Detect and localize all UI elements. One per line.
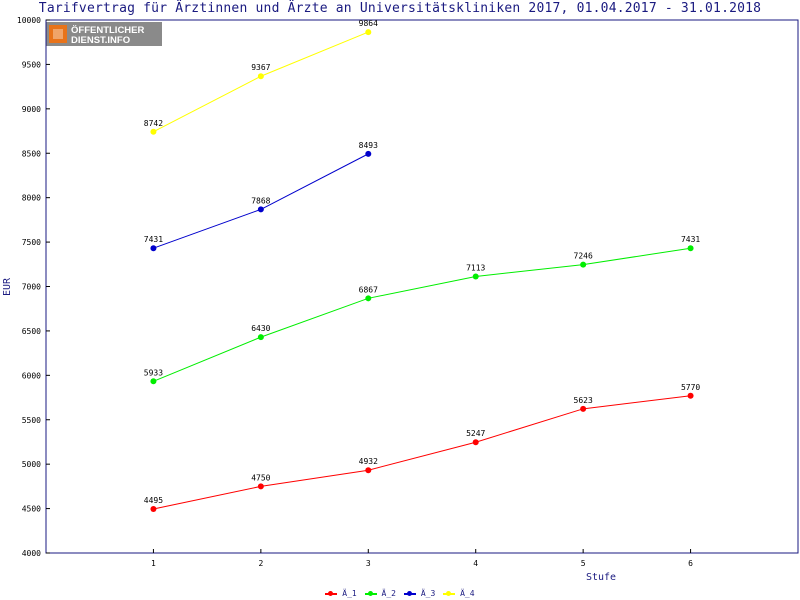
y-axis-title: EUR	[2, 277, 13, 296]
legend-item: Ä_2	[364, 589, 396, 598]
legend-item: Ä_1	[325, 589, 357, 598]
data-label: 9367	[251, 63, 270, 72]
data-point	[580, 405, 587, 412]
x-tick-label: 6	[688, 559, 693, 568]
legend-swatch	[325, 590, 338, 596]
y-tick-label: 9500	[22, 60, 41, 69]
series-line	[153, 31, 369, 133]
data-label: 7246	[574, 252, 593, 261]
x-axis-title: Stufe	[586, 572, 616, 583]
y-tick-label: 10000	[17, 16, 41, 25]
data-point	[257, 334, 264, 341]
data-point	[257, 206, 264, 213]
data-label: 7431	[144, 235, 163, 244]
data-point	[150, 128, 157, 135]
data-point	[580, 261, 587, 268]
data-label: 4750	[251, 473, 270, 482]
data-labels: 4495 4750 4932 5247 5623 5770 5933 6430 6867 7113…	[144, 19, 701, 505]
x-tick-label: 4	[473, 559, 478, 568]
data-label: 5623	[574, 396, 593, 405]
data-label: 6867	[359, 285, 378, 294]
data-label: 8493	[359, 141, 378, 150]
data-point	[150, 245, 157, 252]
series-line	[153, 247, 691, 382]
data-label: 8742	[144, 119, 163, 128]
legend-label: Ä_4	[455, 589, 475, 598]
data-point	[687, 245, 694, 252]
y-tick-label: 4500	[22, 505, 41, 514]
legend-swatch	[443, 590, 456, 596]
data-point	[257, 483, 264, 490]
data-label: 6430	[251, 324, 270, 333]
data-label: 9864	[359, 19, 378, 28]
data-point	[150, 378, 157, 385]
data-label: 4932	[359, 457, 378, 466]
y-tick-label: 8500	[22, 149, 41, 158]
data-label: 7868	[251, 196, 270, 205]
x-tick-label: 2	[258, 559, 263, 568]
legend-label: Ä_1	[337, 589, 357, 598]
logo-line1: ÖFFENTLICHER	[71, 25, 144, 36]
legend-label: Ä_2	[376, 589, 396, 598]
logo-icon	[49, 25, 67, 43]
legend-swatch	[364, 590, 377, 596]
series-line	[153, 395, 691, 510]
legend-item: Ä_4	[443, 589, 475, 598]
series-layer	[150, 29, 694, 513]
data-label: 5933	[144, 368, 163, 377]
legend-swatch	[404, 590, 416, 596]
data-label: 7431	[681, 235, 700, 244]
data-label: 4495	[144, 496, 163, 505]
logo-line2: DIENST.INFO	[71, 35, 130, 46]
data-point	[257, 73, 264, 80]
x-tick-label: 3	[366, 559, 371, 568]
data-point	[365, 150, 372, 157]
legend-label: Ä_3	[416, 589, 436, 598]
data-point	[472, 439, 479, 446]
data-label: 5770	[681, 383, 700, 392]
data-point	[365, 295, 372, 302]
data-point	[472, 273, 479, 280]
data-point	[150, 506, 157, 513]
y-tick-label: 4000	[22, 549, 41, 558]
data-label: 7113	[466, 263, 485, 272]
x-tick-label: 5	[581, 559, 586, 568]
data-point	[365, 467, 372, 474]
axes: 4000 4500 5000 5500 6000 6500 7000 7500 8000 8500…	[17, 16, 799, 568]
y-tick-label: 8000	[22, 194, 41, 203]
y-tick-label: 7000	[22, 283, 41, 292]
legend: Ä_1 Ä_2 Ä_3 Ä_4	[0, 589, 800, 598]
chart-title: Tarifvertrag für Ärztinnen und Ärzte an …	[38, 1, 762, 16]
x-tick-label: 1	[151, 559, 156, 568]
data-label: 5247	[466, 429, 485, 438]
y-tick-label: 5500	[22, 416, 41, 425]
y-tick-label: 6000	[22, 371, 41, 380]
y-tick-label: 6500	[22, 327, 41, 336]
data-point	[687, 392, 694, 399]
y-tick-label: 9000	[22, 105, 41, 114]
plot-frame	[45, 19, 799, 554]
y-tick-label: 5000	[22, 460, 41, 469]
data-point	[365, 29, 372, 36]
legend-item: Ä_3	[404, 589, 435, 598]
y-tick-label: 7500	[22, 238, 41, 247]
logo: ÖFFENTLICHER DIENST.INFO	[46, 22, 162, 46]
